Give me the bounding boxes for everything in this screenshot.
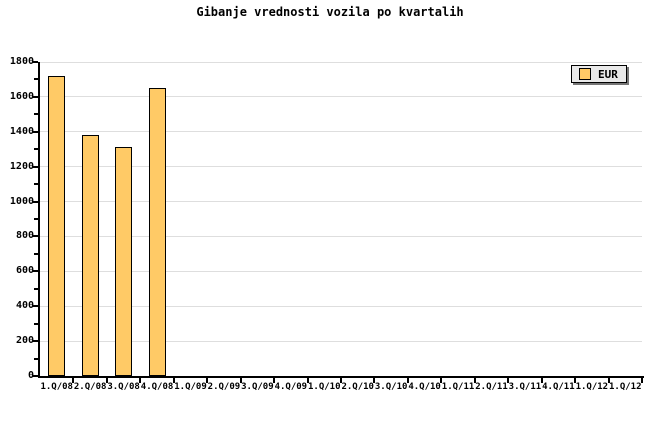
y-axis-major-tick [32,200,38,203]
y-axis-minor-tick [34,218,38,220]
x-axis-tick [574,378,577,383]
bar [115,147,133,376]
y-axis-minor-tick [34,148,38,151]
x-axis-tick-label: 2.Q/11 [475,382,508,392]
x-axis-tick [406,378,409,383]
x-axis-tick-label: 4.Q/11 [542,382,575,392]
x-axis-tick [607,378,610,383]
x-axis-line [38,376,644,378]
x-axis-tick-label: 4.Q/10 [408,382,441,392]
x-axis-tick [206,378,209,383]
y-axis-minor-tick [34,183,38,186]
y-axis-minor-tick [34,113,38,116]
legend-color-swatch-icon [579,68,591,80]
x-axis-tick [306,378,309,383]
gridline [40,166,642,168]
x-axis-tick-label: 1.Q/12 [609,382,642,392]
gridline [40,235,642,237]
x-axis-tick [641,378,643,383]
x-axis-tick [440,378,443,383]
x-axis-tick [340,378,342,383]
bar [48,75,66,376]
legend: EUR [571,65,627,83]
y-axis-minor-tick [34,357,38,360]
x-axis-tick-label: 1.Q/11 [441,382,475,392]
y-axis-minor-tick [34,322,38,325]
x-axis-tick-label: 2.Q/09 [207,382,241,392]
x-axis-tick-label: 1.Q/12 [575,382,609,392]
y-axis-major-tick [32,130,38,133]
gridline [40,305,642,307]
x-axis-tick-label: 4.Q/08 [140,382,174,392]
gridline [40,61,642,63]
y-axis-major-tick [32,340,38,343]
y-axis-major-tick [32,235,38,238]
y-axis-tick-label: 1600 [9,90,34,102]
y-axis-tick-label: 800 [15,230,34,242]
y-axis-tick-label: 1400 [9,125,34,137]
y-axis-tick-label: 1800 [9,56,34,67]
y-axis-major-tick [32,305,38,308]
y-axis-tick-label: 400 [15,300,34,312]
x-axis-tick [373,378,376,383]
x-axis-tick [473,378,476,383]
x-axis-tick-label: 3.Q/10 [374,382,408,392]
y-axis-major-tick [32,375,38,377]
y-axis-minor-tick [34,78,38,81]
x-axis-tick-label: 2.Q/08 [73,382,107,392]
gridline [40,201,642,203]
y-axis-minor-tick [34,287,38,290]
y-axis-tick-label: 1000 [9,195,34,207]
y-axis-major-tick [32,61,38,63]
bar [148,88,166,376]
gridline [40,340,642,342]
y-axis-tick-label: 0 [27,370,34,381]
y-axis-major-tick [32,270,38,273]
x-axis-tick [507,378,510,383]
x-axis-tick-label: 4.Q/09 [274,382,308,392]
x-axis-tick [273,378,276,383]
x-axis-tick [139,378,142,383]
x-axis-tick-label: 3.Q/09 [241,382,274,392]
x-axis-tick-label: 3.Q/11 [508,382,542,392]
x-axis-tick-label: 1.Q/09 [174,382,207,392]
y-axis-minor-tick [34,252,38,255]
x-axis-tick [540,378,543,383]
x-axis-tick [239,378,242,383]
x-axis-tick-label: 2.Q/10 [341,382,374,392]
y-axis-tick-label: 1200 [9,160,34,172]
y-axis-line [38,62,40,378]
x-axis-tick [105,378,108,383]
x-axis-tick-label: 1.Q/10 [308,382,341,392]
gridline [40,131,642,133]
x-axis-tick [72,378,75,383]
x-axis-tick-label: 1.Q/08 [40,382,73,392]
legend-label: EUR [598,67,618,81]
chart-title: Gibanje vrednosti vozila po kvartalih [196,5,464,19]
x-axis-tick-label: 3.Q/08 [107,382,140,392]
y-axis-major-tick [32,95,38,98]
bar [81,135,99,376]
y-axis-tick-label: 200 [15,335,34,347]
x-axis-tick [172,378,175,383]
gridline [40,96,642,98]
y-axis-tick-label: 600 [15,265,34,277]
gridline [40,270,642,272]
y-axis-major-tick [32,165,38,168]
